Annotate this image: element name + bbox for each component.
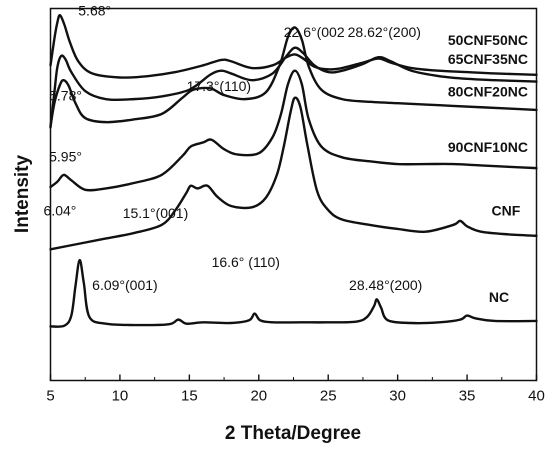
x-tick-label: 20 — [250, 388, 267, 405]
peak-annotation: 28.48°(200) — [349, 277, 422, 293]
peak-annotation: 5.95° — [49, 148, 82, 164]
peak-annotation: 16.6° (110) — [212, 254, 280, 270]
x-tick-label: 5 — [46, 388, 54, 405]
x-axis-tick-labels: 5 10 15 20 25 30 35 40 — [46, 388, 545, 405]
series-label-cnf: CNF — [492, 202, 521, 218]
curves — [49, 14, 538, 328]
peak-annotation: 15.1°(001) — [123, 205, 189, 221]
peak-annotation: 6.09°(001) — [92, 277, 158, 293]
x-tick-label: 30 — [389, 388, 406, 405]
series-line-90cnf10nc — [49, 69, 538, 192]
series-line-80cnf20nc — [49, 26, 538, 128]
series-label-65cnf35nc: 65CNF35NC — [448, 51, 528, 67]
peak-annotation: 6.04° — [44, 202, 77, 218]
peak-annotation: 5.78° — [49, 87, 82, 103]
series-line-nc — [49, 258, 538, 328]
series-line-50cnf50nc — [49, 14, 538, 79]
series-label-50cnf50nc: 50CNF50NC — [448, 32, 528, 48]
x-axis-ticks — [49, 374, 538, 381]
series-label-nc: NC — [489, 289, 509, 305]
series-labels: 50CNF50NC 65CNF35NC 80CNF20NC 90CNF10NC CNF N… — [448, 32, 528, 305]
x-tick-label: 15 — [181, 388, 198, 405]
x-tick-label: 25 — [320, 388, 337, 405]
x-tick-label: 10 — [112, 388, 129, 405]
peak-annotation: 17.3°(110) — [187, 78, 252, 94]
series-label-80cnf20nc: 80CNF20NC — [448, 83, 528, 99]
peak-annotation: 5.68° — [78, 2, 111, 18]
x-tick-label: 35 — [459, 388, 476, 405]
peak-annotation: 22.6°(002 — [284, 24, 345, 40]
series-line-cnf — [49, 96, 538, 251]
peak-annotation: 28.62°(200) — [348, 24, 421, 40]
y-axis-title: Intensity — [12, 155, 33, 234]
series-label-90cnf10nc: 90CNF10NC — [448, 139, 528, 155]
x-axis-title: 2 Theta/Degree — [225, 423, 361, 444]
x-tick-label: 40 — [528, 388, 545, 405]
peak-annotations: 5.68° 22.6°(002 28.62°(200) 17.3°(110) 5.78°… — [44, 2, 423, 293]
